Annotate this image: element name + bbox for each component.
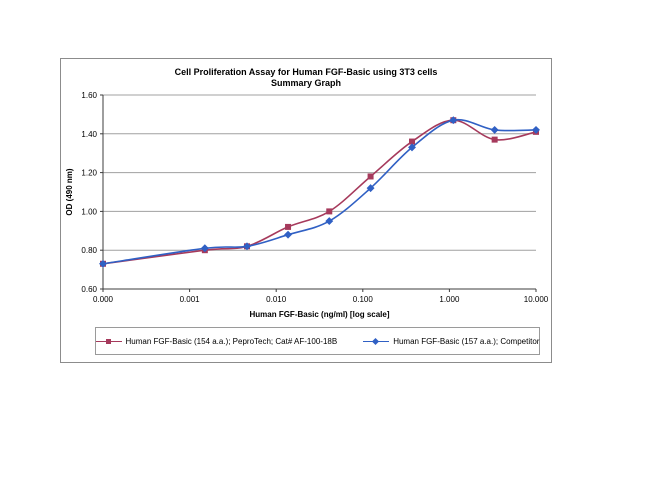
legend-label-competitor: Human FGF-Basic (157 a.a.); Competitor: [393, 336, 540, 346]
plot-area: 0.60 0.80 1.00 1.20 1.40 1.60 0.000 0.001 0.010 0…: [81, 91, 549, 304]
diamond-marker-icon: [532, 125, 540, 134]
x-tick-label: 1.000: [439, 295, 460, 304]
x-tick-label: 0.010: [266, 295, 287, 304]
diamond-marker-icon: [325, 217, 334, 226]
diamond-marker-icon: [284, 230, 292, 239]
square-marker-icon: [491, 136, 498, 143]
series2-diamond-marker-icon: [363, 337, 390, 346]
chart-title: Cell Proliferation Assay for Human FGF-B…: [61, 67, 551, 89]
square-marker-icon: [326, 208, 333, 215]
y-tick-label: 1.60: [81, 91, 97, 100]
legend-item-peprotech: Human FGF-Basic (154 a.a.); PeproTech; C…: [95, 336, 338, 346]
diamond-marker-icon: [99, 259, 107, 268]
x-tick-label: 0.000: [93, 295, 114, 304]
diamond-marker-icon: [372, 337, 380, 345]
chart-frame: Cell Proliferation Assay for Human FGF-B…: [60, 58, 552, 363]
y-tick-label: 1.20: [81, 169, 97, 178]
series-line-1: [102, 118, 537, 265]
square-marker-icon: [285, 223, 292, 230]
y-axis-title: OD (490 nm): [65, 168, 74, 216]
legend: Human FGF-Basic (154 a.a.); PeproTech; C…: [95, 327, 540, 355]
diamond-marker-icon: [366, 184, 375, 193]
diamond-marker-icon: [490, 125, 499, 134]
diamond-marker-icon: [408, 143, 416, 152]
x-tick-label: 0.001: [180, 295, 201, 304]
x-tick-label: 0.100: [353, 295, 374, 304]
x-axis-title: Human FGF-Basic (ng/ml) [log scale]: [249, 310, 390, 319]
chart-title-line2: Summary Graph: [270, 78, 342, 88]
diamond-marker-icon: [449, 116, 458, 125]
square-marker-icon: [105, 338, 111, 344]
legend-label-peprotech: Human FGF-Basic (154 a.a.); PeproTech; C…: [125, 336, 338, 346]
x-tick-label: 10.000: [524, 295, 549, 304]
y-tick-label: 0.80: [81, 246, 97, 255]
series1-square-marker-icon: [95, 337, 122, 346]
y-tick-label: 1.40: [81, 130, 97, 139]
chart-title-line1: Cell Proliferation Assay for Human FGF-B…: [174, 67, 438, 77]
square-marker-icon: [409, 138, 416, 145]
series-line-0: [102, 119, 537, 265]
y-tick-label: 0.60: [81, 285, 97, 294]
y-tick-label: 1.00: [81, 207, 97, 216]
square-marker-icon: [367, 173, 374, 180]
diamond-marker-icon: [243, 242, 251, 251]
legend-item-competitor: Human FGF-Basic (157 a.a.); Competitor: [363, 337, 539, 346]
diamond-marker-icon: [200, 244, 209, 253]
